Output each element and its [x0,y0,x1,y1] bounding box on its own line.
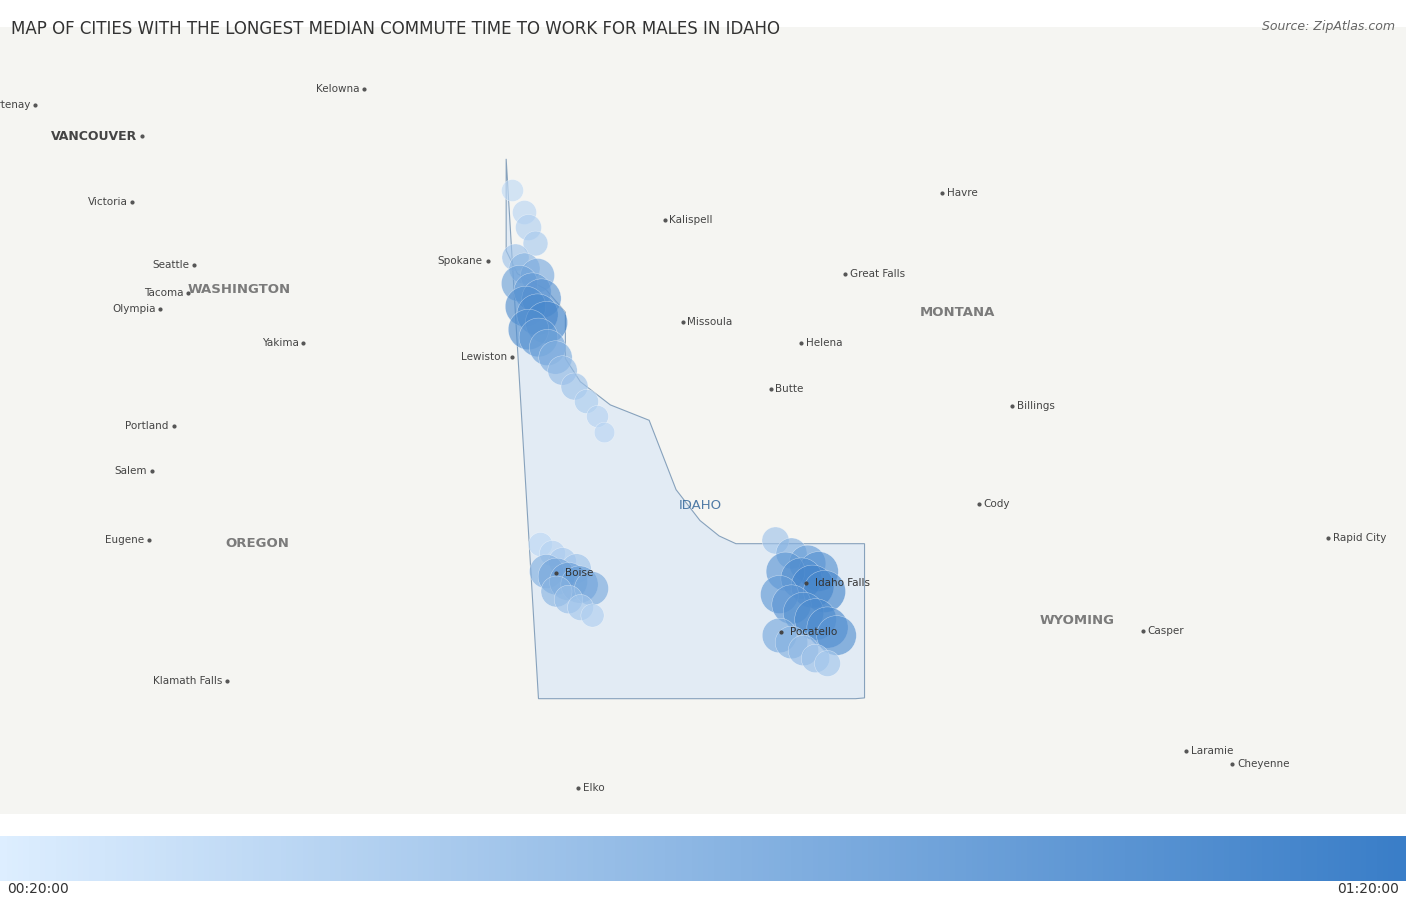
Text: MONTANA: MONTANA [920,306,995,319]
Point [546,569,568,583]
Point [529,537,551,551]
Point [557,592,579,607]
Point [789,571,811,585]
Text: MAP OF CITIES WITH THE LONGEST MEDIAN COMMUTE TIME TO WORK FOR MALES IN IDAHO: MAP OF CITIES WITH THE LONGEST MEDIAN CO… [11,20,780,38]
Text: IDAHO: IDAHO [679,499,721,512]
Point [516,322,538,336]
Point [825,628,848,642]
Point [579,582,602,596]
Point [526,268,548,282]
Point [512,205,534,219]
Point [515,299,537,314]
Text: Yakima: Yakima [262,338,298,348]
Point [586,409,609,423]
Text: Source: ZipAtlas.com: Source: ZipAtlas.com [1261,20,1395,32]
Text: Rapid City: Rapid City [1333,532,1386,542]
Text: Tacoma: Tacoma [143,288,183,298]
Text: Boise: Boise [565,568,593,578]
Point [568,576,591,591]
Point [536,340,558,354]
Text: Kelowna: Kelowna [316,85,360,94]
Text: Havre: Havre [946,188,977,198]
Text: OREGON: OREGON [225,538,290,550]
Point [534,564,557,578]
Text: Kalispell: Kalispell [669,215,713,225]
Text: Eugene: Eugene [105,535,145,545]
Text: VANCOUVER: VANCOUVER [52,130,138,143]
Point [780,636,803,650]
Text: Elko: Elko [582,783,605,793]
Point [551,363,574,378]
Text: Billings: Billings [1017,401,1054,412]
Point [768,587,790,601]
Text: Spokane: Spokane [437,256,482,266]
Point [796,556,818,570]
Point [530,291,553,306]
Text: Casper: Casper [1147,626,1184,636]
Point [501,183,523,198]
Point [763,532,786,547]
Point [815,619,838,634]
Point [792,604,814,619]
Point [564,561,586,575]
Text: Klamath Falls: Klamath Falls [153,676,222,686]
Point [540,546,562,560]
Text: 00:20:00: 00:20:00 [7,882,69,896]
Point [551,554,574,568]
Point [813,584,835,599]
Point [773,564,796,578]
Text: Portland: Portland [125,422,169,432]
Point [564,378,586,393]
Point [546,584,568,599]
Text: Salem: Salem [115,467,148,476]
Point [780,597,803,611]
Point [804,612,827,627]
Text: Cody: Cody [984,499,1010,509]
Polygon shape [506,159,865,699]
Text: Pocatello: Pocatello [790,627,838,636]
Point [804,651,827,665]
Text: Olympia: Olympia [112,304,156,315]
Text: Butte: Butte [775,385,804,395]
Point [516,220,538,235]
Text: WYOMING: WYOMING [1039,614,1115,628]
Point [526,307,548,321]
Point [575,394,598,408]
Point [780,546,803,560]
Text: Lewiston: Lewiston [461,352,508,362]
Point [512,261,534,275]
Point [792,643,814,657]
Point [557,574,579,588]
Point [569,600,592,614]
Point [815,656,838,671]
Text: Victoria: Victoria [87,197,128,207]
Text: Helena: Helena [806,338,842,348]
Point [581,608,603,622]
Text: 01:20:00: 01:20:00 [1337,882,1399,896]
Text: Laramie: Laramie [1191,746,1233,756]
Point [527,330,550,344]
Text: Courtenay: Courtenay [0,100,31,110]
Point [522,283,544,298]
Text: Idaho Falls: Idaho Falls [815,578,870,588]
Text: WASHINGTON: WASHINGTON [188,282,291,296]
Point [807,564,830,578]
Point [544,350,567,364]
Point [534,315,557,329]
Point [524,236,547,250]
Point [801,579,824,593]
Point [503,250,526,264]
Point [508,276,530,290]
Text: Seattle: Seattle [153,261,190,271]
Text: Great Falls: Great Falls [849,269,904,279]
Point [768,628,790,642]
Text: Missoula: Missoula [688,317,733,327]
Point [593,424,616,439]
Text: Cheyenne: Cheyenne [1237,760,1289,770]
